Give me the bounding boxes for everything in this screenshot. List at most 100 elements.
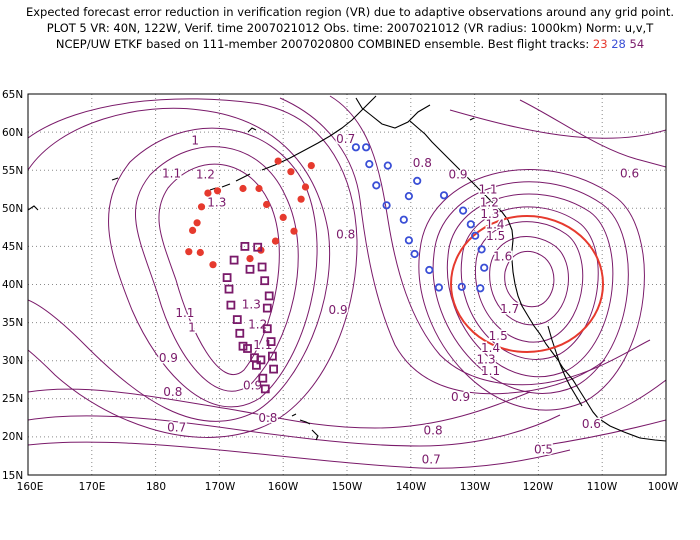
track-23-dot [196,248,204,257]
track-28-circle [365,160,374,169]
track-23-dot [204,189,212,197]
contour-label: 1.5 [489,329,508,343]
track-54-square [262,324,272,334]
track-54-square [253,242,263,252]
track-23-dot [239,184,247,193]
track-23-dot [189,226,197,234]
track-28-circle [413,176,422,185]
track-28-circle [425,265,434,275]
track-28-circle [466,220,475,229]
track-23-dot [279,213,287,221]
contour-label: 1.6 [493,250,512,264]
contour-label: 1.1 [175,306,194,320]
contour-label: 0.6 [620,167,639,181]
track-id-28: 28 [611,37,626,51]
track-id-54: 54 [629,37,645,51]
track-54-square [267,351,277,361]
track-28-circle [480,263,489,272]
y-tick-15n: 15N [2,470,23,482]
x-tick-140w: 140W [396,481,427,493]
track-54-square [222,273,232,283]
contour-label: 0.9 [448,167,467,181]
track-28-circle [471,231,480,240]
contour-label: 1.4 [481,341,500,355]
contour-label: 1.3 [480,207,499,221]
contour-label: 0.7 [167,420,186,434]
contour-label: 1.2 [480,196,499,210]
contour-label: 1.2 [196,167,215,181]
contour-label: 1.4 [485,218,504,232]
track-23-dot [271,237,280,245]
track-54-square [266,337,276,347]
y-tick-55n: 55N [2,165,23,177]
track-54-square [260,276,270,286]
contour-label: 1 [188,320,196,334]
coastlines [28,95,666,442]
track-28-circle [361,143,371,152]
contour-label: 1.3 [242,298,261,312]
contour-label: 1.3 [477,352,496,366]
contour-label: 1 [191,134,199,148]
track-54-square [264,291,274,301]
x-tick-110w: 110W [587,481,618,493]
contour-label: 0.7 [336,132,355,146]
x-tick-180: 180 [146,481,166,493]
track-28-circle [458,206,468,215]
title-line-2: PLOT 5 VR: 40N, 122W, Verif. time 200702… [46,21,654,35]
track-54-square [257,262,267,272]
y-tick-25n: 25N [2,393,23,405]
track-28-circle [457,282,466,291]
track-23-dot [255,184,263,193]
y-tick-35n: 35N [2,317,23,329]
y-tick-50n: 50N [2,203,23,215]
contour-label: 0.9 [159,351,178,365]
y-tick-60n: 60N [2,127,23,139]
contour-label: 0.5 [534,442,553,456]
track-54-square [226,300,236,310]
track-54-square [260,384,270,394]
track-23-dot [213,187,222,195]
track-28-circle [383,161,392,170]
x-tick-160w: 160W [268,481,299,493]
contour-label: 1.7 [500,302,519,316]
y-tick-65n: 65N [2,89,23,101]
track-28-circle [476,284,485,293]
track-54-square [240,241,250,251]
track-23-dot [290,227,298,235]
contour-label: 1.1 [481,364,500,378]
x-tick-100w: 100W [648,481,679,493]
contour-label: 0.9 [329,303,348,317]
track-28-circle [399,215,408,224]
track-23-dot [246,255,254,263]
plot-frame [27,93,667,476]
track-28-circle [410,249,419,259]
track-28-circle [351,143,360,152]
y-tick-40n: 40N [2,279,23,291]
track-28-circle [404,236,413,245]
track-28-circle [382,201,391,210]
title-line-3: NCEP/UW ETKF based on 111-member 2007020… [0,37,700,51]
track-54-square [245,264,255,274]
latitude-axis: 65N 60N 55N 50N 45N 40N 35N 30N 25N 20N … [2,89,23,482]
track-54-square [262,303,272,313]
track-54-square [238,341,248,351]
contour-label: 0.8 [424,423,443,437]
contour-label: 0.7 [422,452,441,466]
contour-label: 0.9 [451,390,470,404]
contour-label: 1.3 [207,196,226,210]
contour-label: 0.8 [336,228,355,242]
y-tick-20n: 20N [2,431,23,443]
lat-lon-grid [28,94,666,475]
track-54-square [269,364,279,374]
track-54-square [229,255,239,265]
track-28-circle [439,191,449,200]
title-line-3-text: NCEP/UW ETKF based on 111-member 2007020… [55,37,590,51]
x-tick-150w: 150W [332,481,363,493]
track-23-dot [287,168,295,176]
flight-tracks [185,143,489,394]
track-23-dot [197,203,206,211]
track-23-dot [297,195,305,203]
track-28-circle [404,192,413,201]
longitude-axis: 160E 170E 180 170W 160W 150W 140W 130W 1… [17,481,679,493]
